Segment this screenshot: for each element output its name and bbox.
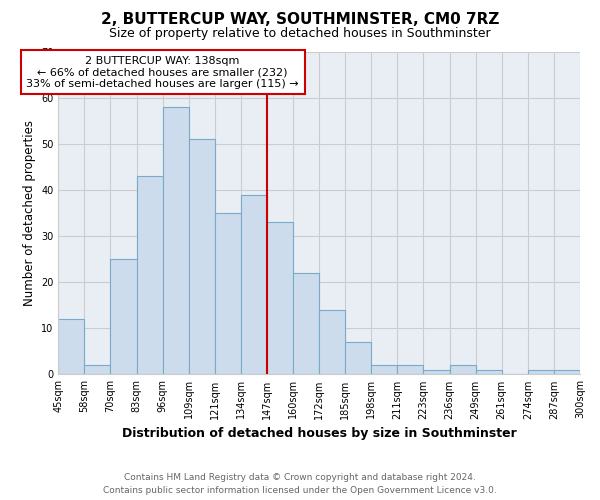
Bar [58,319,85,374]
Text: 2 BUTTERCUP WAY: 138sqm
← 66% of detached houses are smaller (232)
33% of semi-d: 2 BUTTERCUP WAY: 138sqm ← 66% of detache… [26,56,299,89]
Bar [163,107,189,374]
Bar [528,370,554,374]
Text: Contains public sector information licensed under the Open Government Licence v3: Contains public sector information licen… [103,486,497,495]
Bar [137,176,163,374]
X-axis label: Distribution of detached houses by size in Southminster: Distribution of detached houses by size … [122,427,517,440]
Bar [449,365,476,374]
Bar [241,194,267,374]
Text: Contains HM Land Registry data © Crown copyright and database right 2024.: Contains HM Land Registry data © Crown c… [124,472,476,482]
Bar [345,342,371,374]
Y-axis label: Number of detached properties: Number of detached properties [23,120,35,306]
Bar [319,310,345,374]
Bar [189,139,215,374]
Bar [397,365,424,374]
Bar [476,370,502,374]
Bar [215,213,241,374]
Text: 2, BUTTERCUP WAY, SOUTHMINSTER, CM0 7RZ: 2, BUTTERCUP WAY, SOUTHMINSTER, CM0 7RZ [101,12,499,28]
Bar [554,370,580,374]
Bar [424,370,449,374]
Bar [371,365,397,374]
Bar [110,259,137,374]
Bar [267,222,293,374]
Text: Size of property relative to detached houses in Southminster: Size of property relative to detached ho… [109,28,491,40]
Bar [293,273,319,374]
Bar [85,365,110,374]
